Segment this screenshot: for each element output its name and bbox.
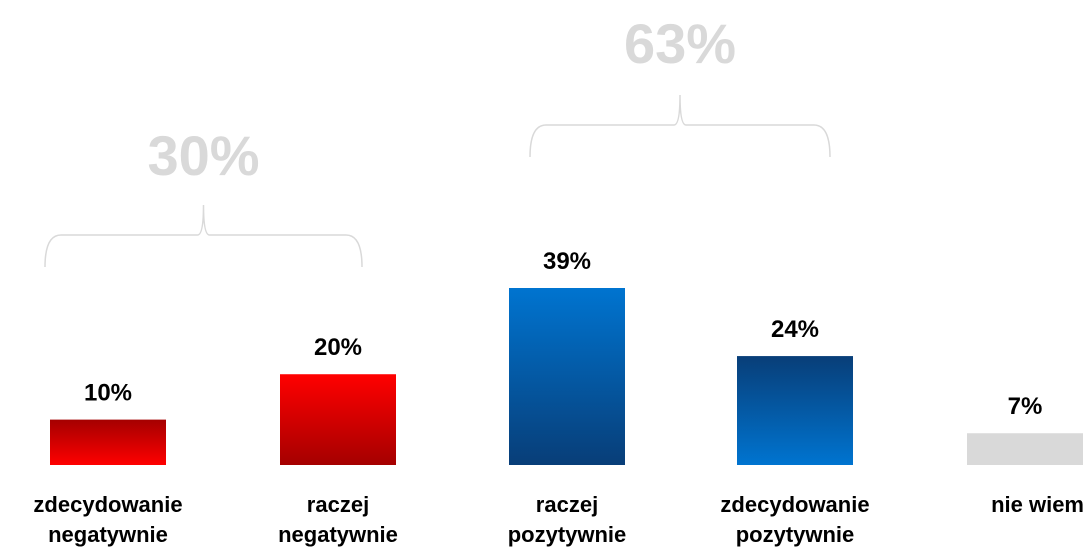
- category-label-line: pozytywnie: [507, 522, 627, 547]
- category-label-zdecydowanie-pozytywnie: zdecydowanie pozytywnie: [695, 490, 895, 550]
- bars: [50, 288, 1083, 465]
- category-label-line: raczej: [535, 492, 599, 517]
- category-label-zdecydowanie-negatywnie: zdecydowanie negatywnie: [8, 490, 208, 550]
- group-brackets: 30% 63%: [44, 12, 831, 268]
- category-label-raczej-negatywnie: raczej negatywnie: [238, 490, 438, 550]
- category-label-line: zdecydowanie: [720, 492, 870, 517]
- value-label-raczej-pozytywnie: 39%: [543, 248, 591, 275]
- category-label-line: pozytywnie: [735, 522, 855, 547]
- value-label-zdecydowanie-negatywnie: 10%: [84, 380, 132, 407]
- group-bracket-0: [44, 204, 363, 268]
- category-label-line: zdecydowanie: [33, 492, 183, 517]
- group-label-0: 30%: [147, 124, 259, 187]
- bar-raczej-negatywnie: [280, 374, 396, 465]
- category-label-nie-wiem: nie wiem: [888, 490, 1084, 520]
- value-label-zdecydowanie-pozytywnie: 24%: [771, 316, 819, 343]
- bar-raczej-pozytywnie: [509, 288, 625, 465]
- bar-zdecydowanie-pozytywnie: [737, 356, 853, 465]
- group-label-1: 63%: [624, 12, 736, 75]
- bar-nie-wiem: [967, 433, 1083, 465]
- category-label-line: raczej: [306, 492, 370, 517]
- category-label-line: negatywnie: [278, 522, 398, 547]
- group-bracket-1: [529, 94, 831, 158]
- value-label-nie-wiem: 7%: [1008, 393, 1043, 420]
- value-labels: 10% 20% 39% 24% 7%: [84, 248, 1042, 420]
- bar-zdecydowanie-negatywnie: [50, 419, 166, 465]
- value-label-raczej-negatywnie: 20%: [314, 334, 362, 361]
- category-label-line: nie wiem: [991, 492, 1084, 517]
- category-label-raczej-pozytywnie: raczej pozytywnie: [467, 490, 667, 550]
- category-label-line: negatywnie: [48, 522, 168, 547]
